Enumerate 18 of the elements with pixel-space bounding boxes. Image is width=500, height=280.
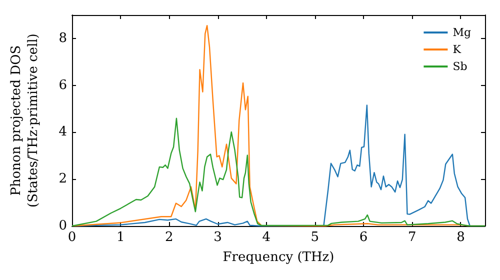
x-tick-label: 1 [116, 230, 125, 245]
y-tick-label: 4 [58, 124, 67, 140]
legend-label: Sb [452, 60, 468, 73]
x-axis-title: Frequency (THz) [222, 250, 334, 265]
x-tick-label: 5 [310, 230, 320, 245]
y-tick-label: 2 [58, 172, 67, 187]
x-tick-label: 6 [359, 230, 368, 245]
x-tick-label: 3 [214, 230, 222, 245]
y-tick-label: 8 [58, 30, 67, 46]
x-tick-label: 8 [456, 230, 465, 245]
x-tick-label: 4 [262, 230, 270, 245]
x-tick-label: 2 [165, 230, 174, 245]
y-tick-label: 0 [58, 218, 67, 234]
legend-label: K [452, 43, 462, 56]
y-axis-title: Phonon projected DOS (States/THz·primitive cell) [9, 33, 41, 208]
legend-label: Mg [452, 26, 472, 39]
x-tick-label: 7 [408, 230, 416, 245]
y-tick-label: 6 [58, 78, 67, 93]
